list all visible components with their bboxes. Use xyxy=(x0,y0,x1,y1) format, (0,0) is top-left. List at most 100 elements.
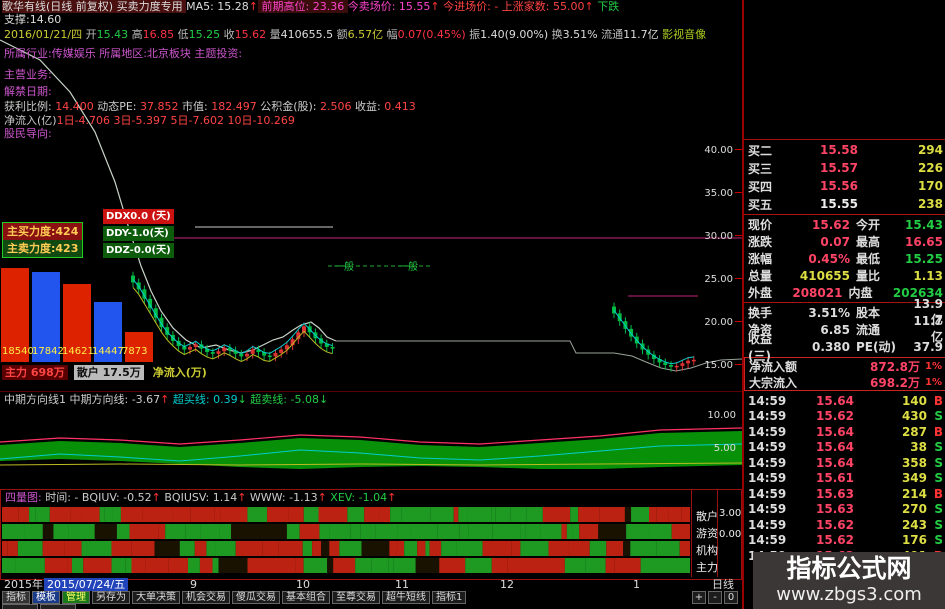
candle-body xyxy=(193,344,198,347)
tab-指标[interactable]: 指标 xyxy=(2,591,30,604)
heat-segment xyxy=(389,541,397,556)
heat-segment xyxy=(410,524,438,539)
heat-segment xyxy=(361,541,390,556)
bid-row[interactable]: 买三 15.57 226 xyxy=(748,161,943,176)
heat-segment xyxy=(388,558,394,573)
green-area xyxy=(0,431,742,469)
heat-segment xyxy=(668,507,682,522)
mid-indicator-header: 中期方向线1 中期方向线: -3.67↑ 超买线: 0.39↓ 超卖线: -5.… xyxy=(0,391,746,407)
tab-至尊交易[interactable]: 至尊交易 xyxy=(332,591,380,604)
candle-body xyxy=(680,363,685,366)
zoom-button-0[interactable]: 0 xyxy=(724,591,738,604)
candle-body xyxy=(629,328,634,337)
tick-row: 14:59 15.64 38 S xyxy=(748,440,943,455)
candle-body xyxy=(233,350,238,354)
heat-segment xyxy=(491,558,508,573)
heat-segment xyxy=(679,541,690,556)
heat-segment xyxy=(492,524,521,539)
text-segment: 1.40(9.00%) xyxy=(480,28,552,41)
text-segment: 收益: xyxy=(351,100,385,113)
ma-line-2 xyxy=(132,287,333,362)
heat-segment xyxy=(458,507,468,522)
heat-segment xyxy=(29,507,36,522)
heat-segment xyxy=(53,524,69,539)
red-signal-line xyxy=(0,427,742,445)
bid-row[interactable]: 买二 15.58 294 xyxy=(748,143,943,158)
tab-超牛短线[interactable]: 超牛短线 xyxy=(382,591,430,604)
tab-指标1[interactable]: 指标1 xyxy=(432,591,467,604)
heat-segment xyxy=(468,524,493,539)
candle-body xyxy=(222,347,227,352)
tick-row: 14:59 15.64 140 B xyxy=(748,393,943,408)
heat-segment xyxy=(81,507,100,522)
heat-segment xyxy=(111,541,132,556)
fund-flow-label: 散户 17.5万 xyxy=(73,365,144,380)
fund-bar-value: 18540 xyxy=(2,346,34,357)
heat-row-label: 游资 xyxy=(696,527,718,540)
zoom-button--[interactable]: - xyxy=(708,591,722,604)
quote-panel: 买二 15.58 294 买三 15.57 226 买四 15.56 170 买五 15.55 238… xyxy=(742,0,945,609)
bid-row[interactable]: 买五 15.55 238 xyxy=(748,197,943,212)
heat-segment xyxy=(327,558,334,573)
text-segment: 上涨家数: 55.00 xyxy=(501,0,585,13)
heat-segment xyxy=(630,541,657,556)
heat-segment xyxy=(2,558,16,573)
heat-segment xyxy=(42,524,54,539)
fund-bar xyxy=(1,268,29,362)
tab-模板[interactable]: 模板 xyxy=(32,591,60,604)
heat-segment xyxy=(187,558,200,573)
text-segment: 16.85 xyxy=(142,28,178,41)
heat-segment xyxy=(120,507,143,522)
tab-傻瓜交易[interactable]: 傻瓜交易 xyxy=(232,591,280,604)
candle-body xyxy=(131,275,135,283)
text-segment: 额 xyxy=(336,28,348,41)
business-line: 主营业务: xyxy=(4,68,52,81)
heat-segment xyxy=(142,507,173,522)
bid-row[interactable]: 买四 15.56 170 xyxy=(748,179,943,194)
tick-row: 14:59 15.63 270 S xyxy=(748,502,943,517)
heat-segment xyxy=(70,507,82,522)
tab-管理[interactable]: 管理 xyxy=(62,591,90,604)
tick-side-B: B xyxy=(933,393,943,408)
four-volume-pane: 四量图: 时间: - BQIUV: -0.52↑ BQIUSV: 1.14↑ W… xyxy=(0,489,742,580)
zoom-button-+[interactable]: + xyxy=(692,591,706,604)
stat-row: 现价 15.62 今开 15.43 xyxy=(748,217,943,233)
pane1-scale-label: 5.00 xyxy=(714,443,736,454)
text-segment: 歌华有线(日线 前复权) 买卖力度专用 xyxy=(2,0,187,13)
heat-segment xyxy=(68,524,95,539)
heat-segment xyxy=(212,558,219,573)
axis-label[interactable]: 2015/07/24/五 xyxy=(44,578,129,591)
heat-segment xyxy=(390,507,402,522)
heat-segment xyxy=(526,507,543,522)
heat-segment xyxy=(168,558,188,573)
heat-segment xyxy=(350,524,361,539)
heat-segment xyxy=(467,507,492,522)
tab-另存为[interactable]: 另存为 xyxy=(92,591,130,604)
netflow-row: 大宗流入 698.2万 1% xyxy=(749,375,942,390)
tab-机会交易[interactable]: 机会交易 xyxy=(182,591,230,604)
text-segment: 流通 xyxy=(601,28,624,41)
text-segment: 前期高位: 23.36 xyxy=(258,0,348,13)
axis-tick xyxy=(735,235,742,236)
heat-segment xyxy=(111,558,126,573)
candle-body xyxy=(612,306,616,314)
heat-segment xyxy=(347,507,365,522)
heat-segment xyxy=(303,507,319,522)
heat-segment xyxy=(623,541,631,556)
tab-大单决策[interactable]: 大单决策 xyxy=(132,591,180,604)
tick-side-B: B xyxy=(933,486,943,501)
heat-segment xyxy=(579,524,599,539)
heat-scale-label: 3.00 xyxy=(719,508,742,519)
heat-segment xyxy=(278,541,303,556)
heat-segment xyxy=(81,541,112,556)
text-segment: 市值: xyxy=(178,100,212,113)
investor-guide-line: 股民导向: xyxy=(4,127,52,140)
heat-segment xyxy=(67,558,72,573)
y-axis-label: 25.00 xyxy=(704,274,733,285)
heat-segment xyxy=(286,524,300,539)
candle-body xyxy=(663,362,668,365)
heat-segment xyxy=(429,541,442,556)
heat-segment xyxy=(631,507,650,522)
tab-基本组合[interactable]: 基本组合 xyxy=(282,591,330,604)
